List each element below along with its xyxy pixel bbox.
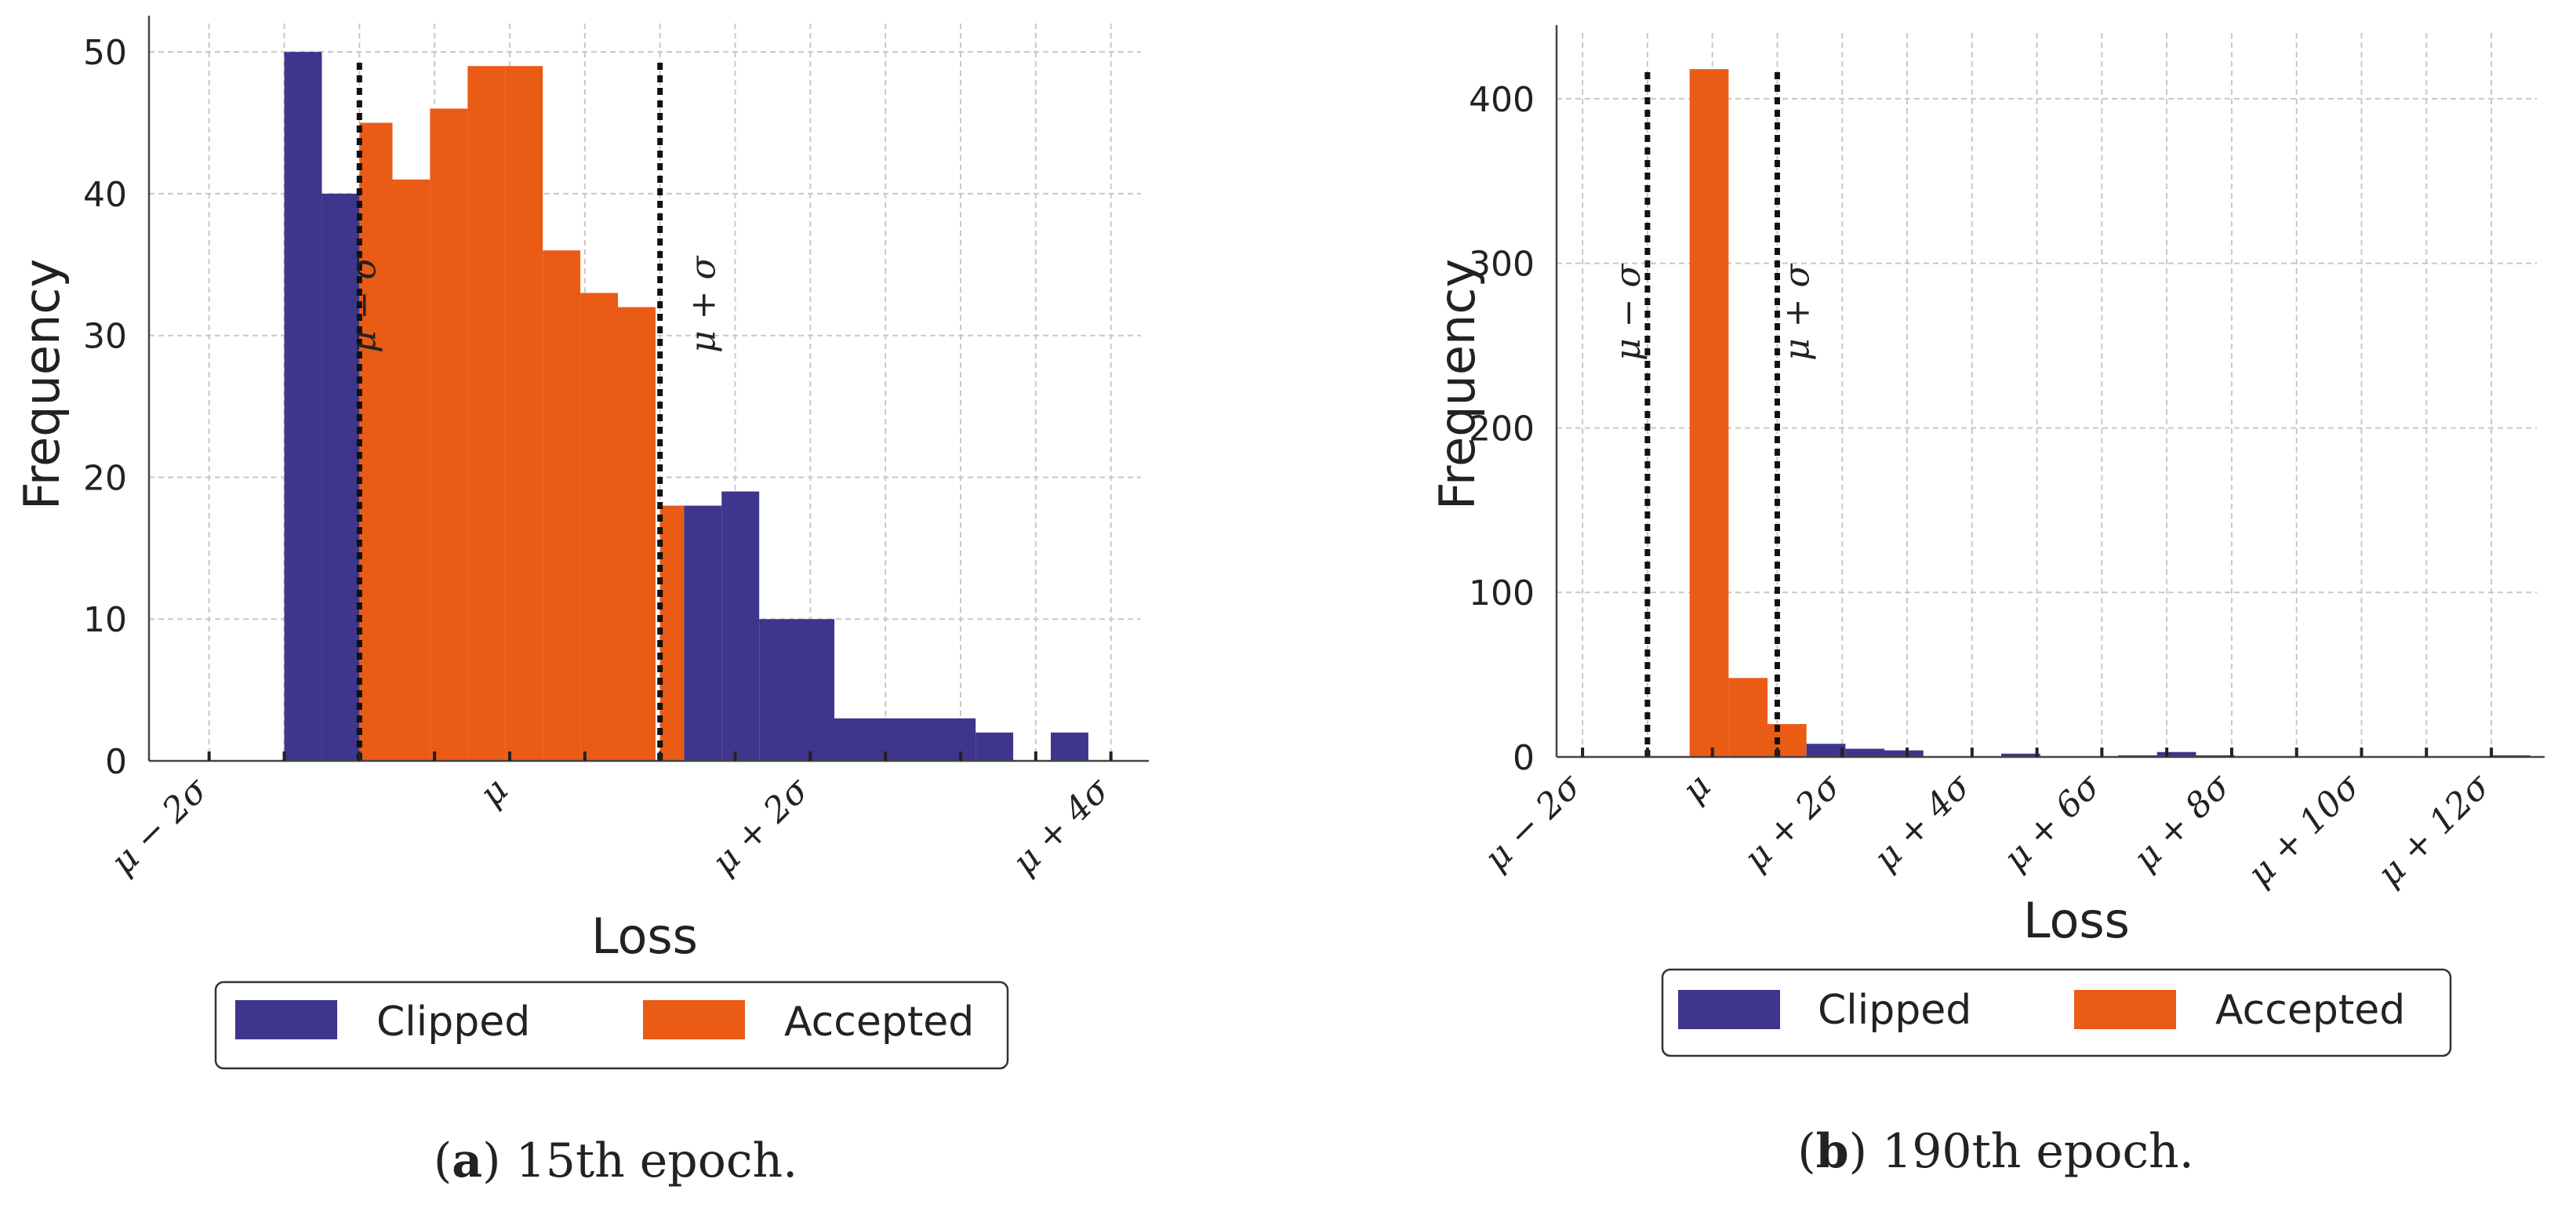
histogram-bar-accepted [1768, 724, 1807, 757]
y-tick-label: 30 [83, 317, 127, 357]
sigma-lines: μ − σ μ + σ [343, 63, 724, 761]
y-tick-label: 10 [83, 600, 127, 640]
y-tick-labels: 0 100 200 300 400 [1469, 80, 1535, 778]
legend-label-accepted: Accepted [784, 999, 974, 1046]
histogram-bars [1689, 69, 2531, 757]
sigma-line-label: μ − σ [343, 255, 383, 353]
histogram-bar-accepted [1728, 678, 1768, 757]
histogram-bar-clipped [322, 193, 360, 761]
panel-caption: (a) 15th epoch. [434, 1133, 798, 1188]
sigma-lines: μ − σ μ + σ [1608, 72, 1817, 757]
x-axis-label: Loss [591, 908, 698, 965]
sigma-line-label: μ − σ [1608, 263, 1648, 361]
legend-label-clipped: Clipped [376, 999, 530, 1046]
histogram-bars [284, 52, 1088, 762]
histogram-bar-accepted [505, 66, 543, 761]
axes [1555, 25, 2545, 759]
legend-label-clipped: Clipped [1818, 987, 1971, 1034]
legend-swatch-accepted [643, 1000, 745, 1039]
legend: Clipped Accepted [214, 981, 1009, 1070]
histogram-bar-accepted [430, 108, 468, 761]
histogram-bar-accepted [359, 122, 393, 762]
legend-label-accepted: Accepted [2215, 987, 2405, 1034]
y-tick-label: 200 [1469, 409, 1535, 449]
histogram-bar-accepted [543, 250, 581, 761]
histogram-bar-accepted [1689, 69, 1729, 757]
histogram-bar-accepted [467, 66, 506, 761]
panel-caption: (b) 190th epoch. [1797, 1124, 2194, 1179]
y-tick-label: 300 [1469, 245, 1535, 285]
histogram-bar-clipped [1806, 744, 1846, 757]
histogram-bar-clipped [684, 505, 722, 761]
sigma-line-label: μ + σ [684, 255, 724, 353]
histogram-bar-accepted [618, 307, 656, 761]
histogram-bar-accepted [659, 505, 685, 761]
y-tick-label: 20 [83, 458, 127, 498]
y-tick-label: 40 [83, 175, 127, 215]
legend-swatch-clipped [1678, 990, 1780, 1029]
y-tick-label: 0 [105, 742, 127, 782]
x-axis-label: Loss [2023, 892, 2130, 949]
y-tick-label: 100 [1469, 573, 1535, 613]
histogram-bar-clipped [721, 491, 760, 761]
y-tick-labels: 0 10 20 30 40 50 [83, 33, 127, 782]
legend-swatch-clipped [235, 1000, 337, 1039]
histogram-bar-accepted [580, 293, 618, 761]
histogram-bar-clipped [2001, 753, 2040, 757]
histogram-bar-clipped [834, 718, 976, 761]
sigma-line-label: μ + σ [1777, 263, 1817, 361]
y-axis-label: Frequency [1429, 259, 1486, 510]
histogram-bar-accepted [392, 179, 431, 761]
histogram-bar-clipped [1845, 748, 1885, 757]
histogram-bar-clipped [1884, 750, 1924, 757]
histogram-bar-clipped [976, 732, 1014, 761]
axes [147, 16, 1149, 762]
y-tick-label: 50 [83, 33, 127, 73]
histogram-bar-clipped [1051, 732, 1088, 761]
histogram-bar-clipped [2156, 751, 2196, 757]
y-tick-label: 400 [1469, 80, 1535, 120]
histogram-bar-clipped [759, 619, 834, 761]
y-tick-label: 0 [1513, 738, 1535, 778]
legend: Clipped Accepted [1661, 968, 2452, 1057]
histogram-bar-clipped [284, 52, 322, 761]
legend-swatch-accepted [2074, 990, 2176, 1029]
y-axis-label: Frequency [13, 259, 71, 510]
